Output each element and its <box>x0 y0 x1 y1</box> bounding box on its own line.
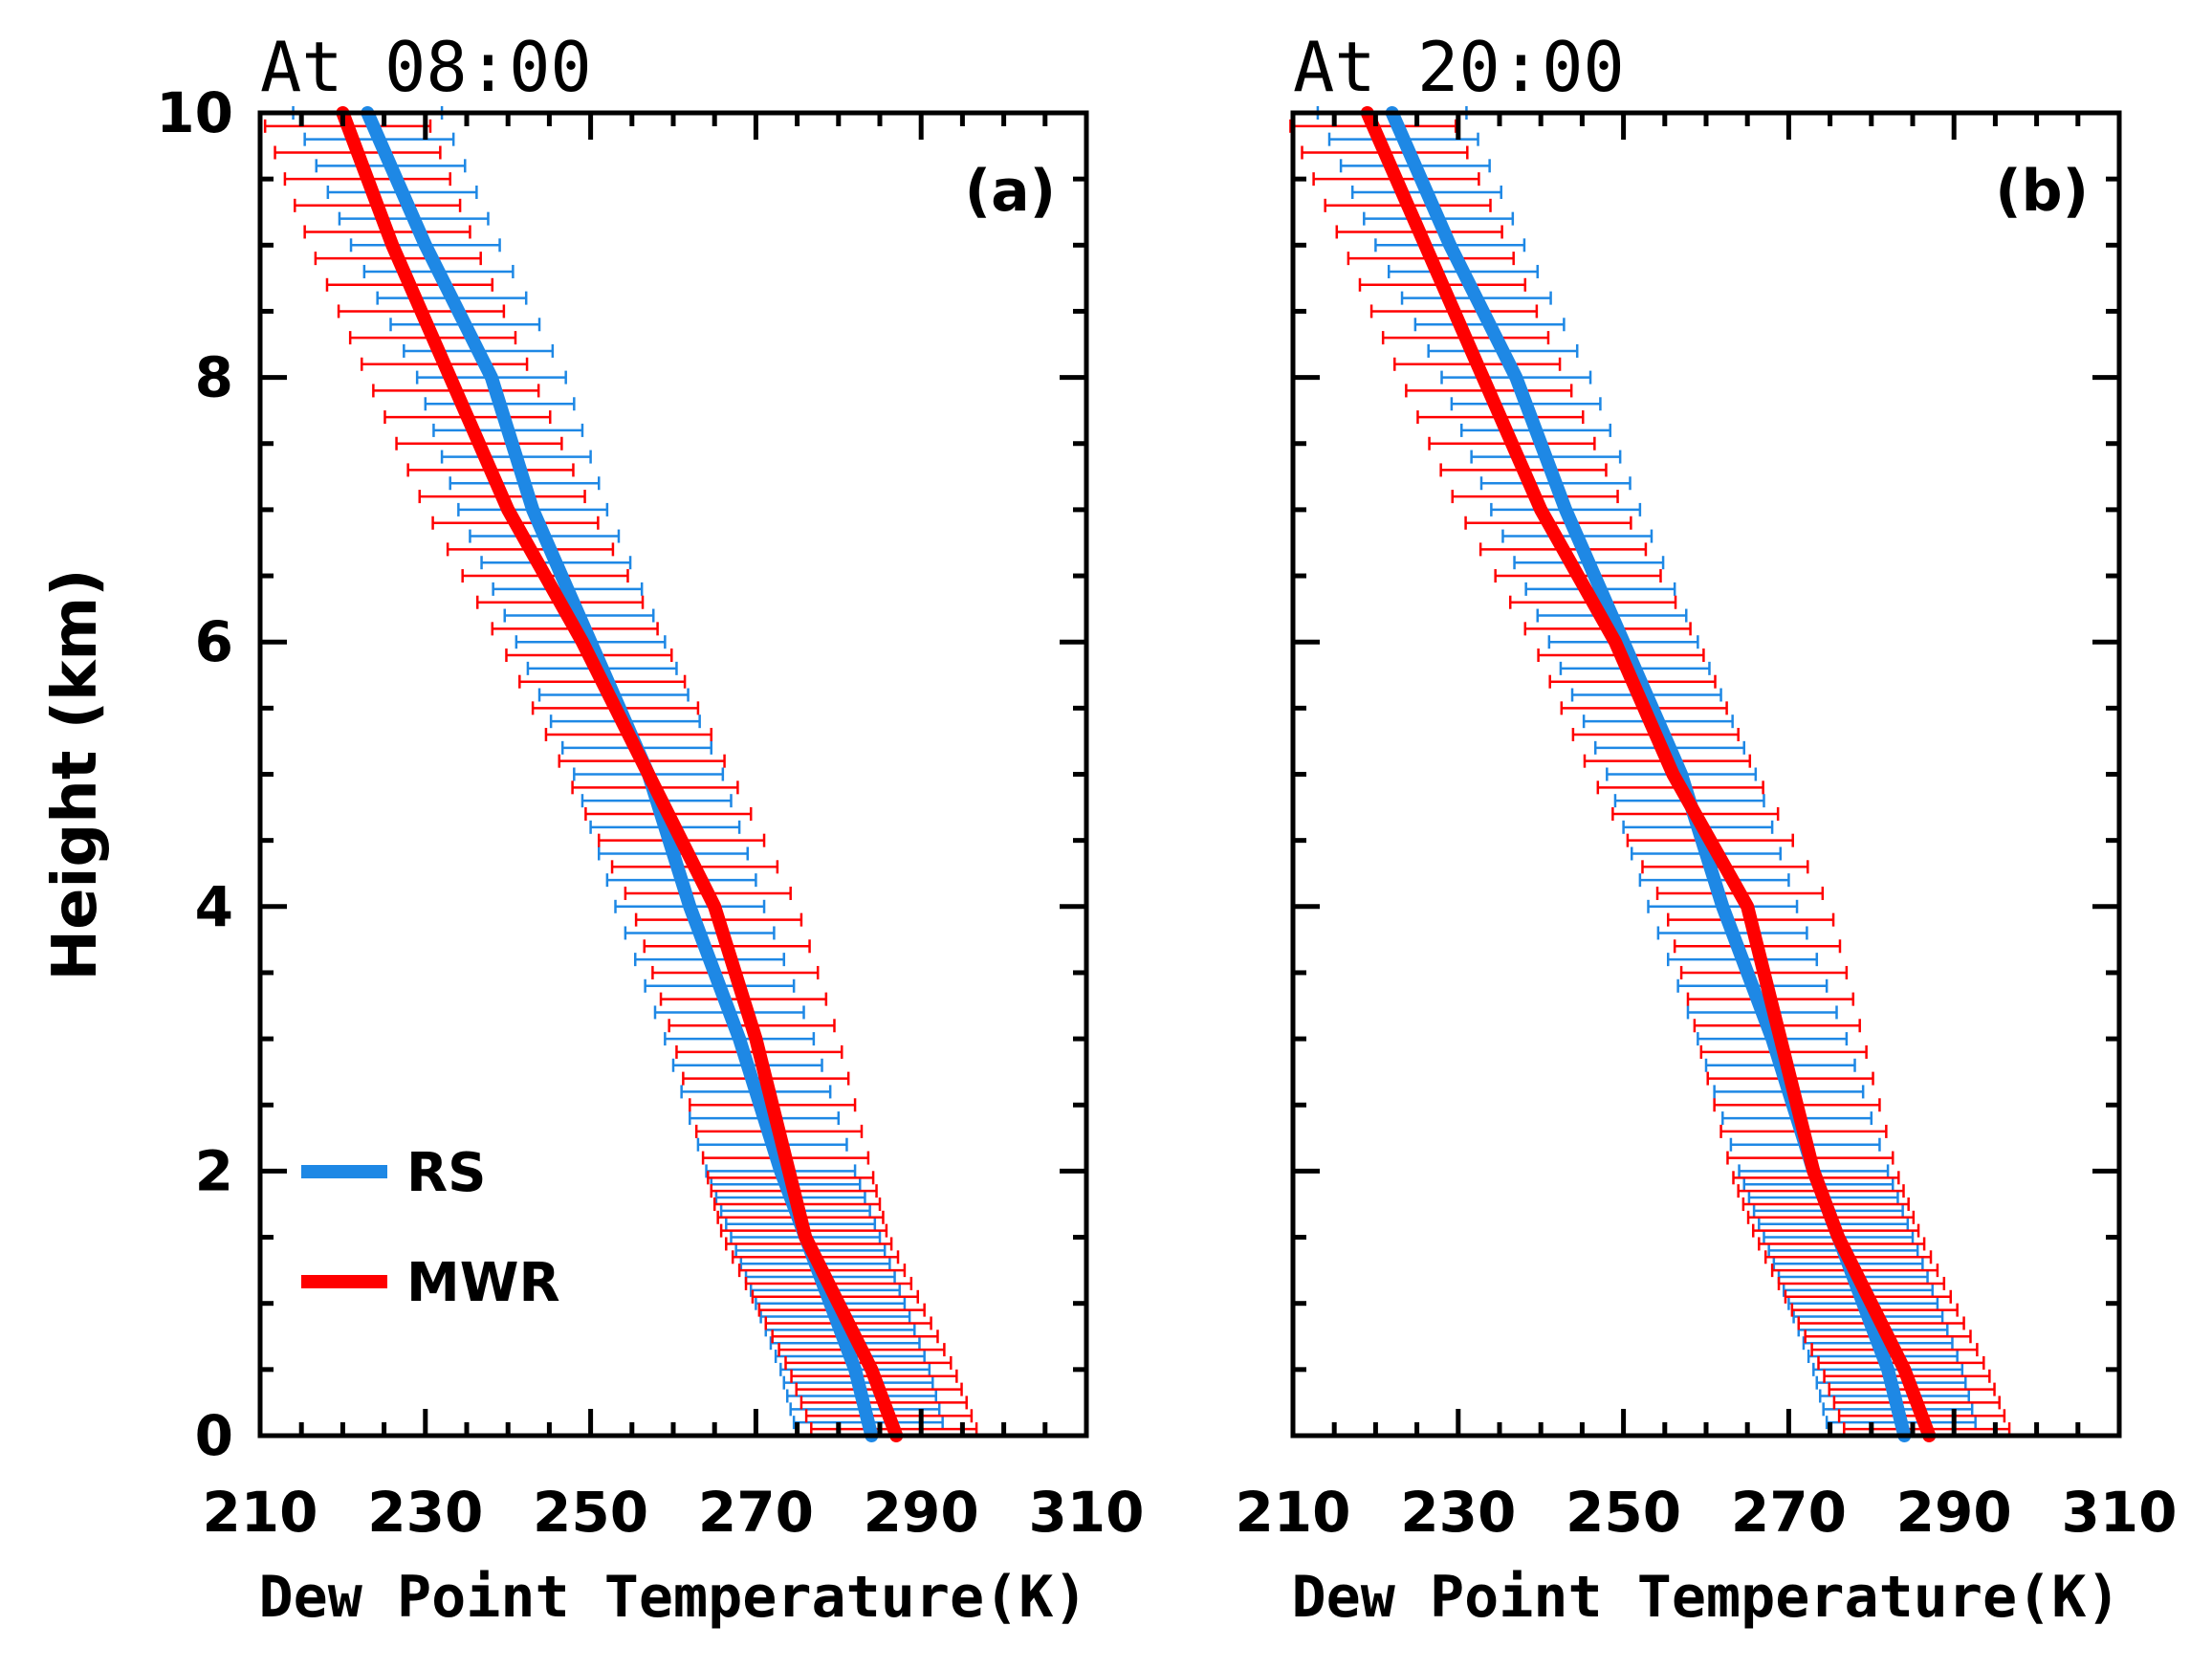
panel-a-marks <box>263 106 978 1442</box>
x-tick-label: 290 <box>1896 1480 2012 1545</box>
x-tick-label: 250 <box>1566 1480 1681 1545</box>
panel-b-title: At 20:00 <box>1293 27 1625 107</box>
panel-a-ticks <box>257 110 1089 1439</box>
panel-a-title: At 08:00 <box>260 27 592 107</box>
x-tick-label: 230 <box>1400 1480 1516 1545</box>
x-tick-label: 230 <box>367 1480 483 1545</box>
x-tick-label: 250 <box>533 1480 648 1545</box>
x-tick-label: 210 <box>202 1480 318 1545</box>
panel-b-marks <box>1289 106 2011 1442</box>
series-line-mwr <box>1360 106 1937 1442</box>
series-line-rs <box>361 106 879 1442</box>
panel-b-xlabel: Dew Point Temperature(K) <box>1292 1564 2121 1631</box>
panel-a-xlabel: Dew Point Temperature(K) <box>259 1564 1088 1631</box>
y-axis-label: Height (km) <box>40 569 111 981</box>
panel-b: At 20:00 210 230 250 270 290 310 (b) Dew Poin… <box>1235 27 2177 1631</box>
legend: RS MWR <box>301 1142 560 1314</box>
x-tick-label: 270 <box>698 1480 814 1545</box>
x-tick-label: 310 <box>1028 1480 1144 1545</box>
legend-label-mwr: MWR <box>406 1252 560 1314</box>
x-tick-label: 270 <box>1731 1480 1847 1545</box>
panel-b-tick-labels: 210 230 250 270 290 310 <box>1235 1480 2177 1545</box>
panel-a: At 08:00 210 230 250 270 290 310 0 2 4 6 8 10 (a) D… <box>40 27 1145 1631</box>
y-tick-label: 8 <box>195 345 233 410</box>
panel-a-label: (a) <box>965 158 1056 225</box>
series-line-mwr <box>336 106 904 1442</box>
y-tick-label: 4 <box>195 874 233 939</box>
y-tick-label: 0 <box>195 1403 233 1468</box>
x-tick-label: 290 <box>864 1480 979 1545</box>
x-tick-label: 310 <box>2061 1480 2177 1545</box>
y-tick-label: 6 <box>195 609 233 674</box>
y-tick-label: 2 <box>195 1138 233 1203</box>
legend-label-rs: RS <box>406 1142 486 1204</box>
x-tick-label: 210 <box>1235 1480 1350 1545</box>
panel-b-label: (b) <box>1995 158 2089 225</box>
panel-b-ticks <box>1290 110 2122 1439</box>
panel-a-tick-labels: 210 230 250 270 290 310 0 2 4 6 8 10 <box>156 80 1144 1545</box>
series-line-rs <box>1385 106 1912 1442</box>
y-tick-label: 10 <box>156 80 233 145</box>
